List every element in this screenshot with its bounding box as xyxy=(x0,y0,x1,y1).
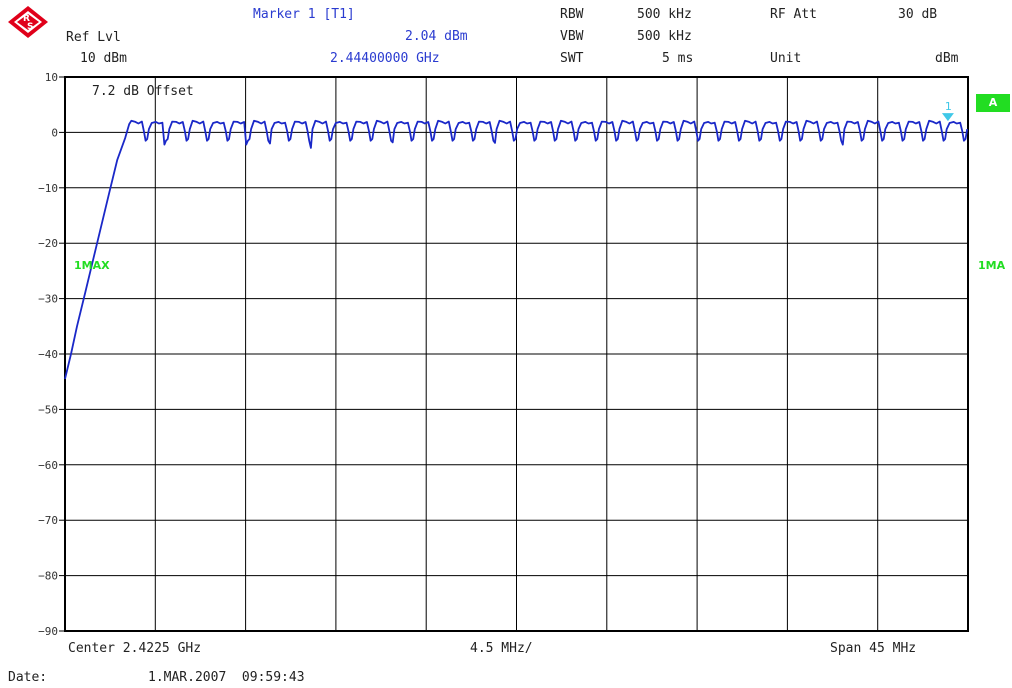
center-frequency: Center 2.4225 GHz xyxy=(68,641,202,656)
y-tick-labels: 10 0 −10 −20 −30 −40 −50 −60 −70 −80 −90 xyxy=(38,71,65,638)
ref-level-label: Ref Lvl xyxy=(66,30,121,45)
trace-label-right: 1MA xyxy=(978,259,1006,272)
y-tick-label: −10 xyxy=(38,182,58,195)
span-value: Span 45 MHz xyxy=(830,641,917,656)
marker-1-triangle xyxy=(941,113,954,122)
plot-grid xyxy=(64,76,969,632)
rbw-value: 500 kHz xyxy=(637,7,692,22)
swt-value: 5 ms xyxy=(662,51,694,66)
trace-1-max xyxy=(64,119,969,380)
ref-level-value: 10 dBm xyxy=(80,51,127,66)
marker-1-indicator: 1 xyxy=(941,100,954,122)
svg-text:S: S xyxy=(27,22,33,32)
offset-label: 7.2 dB Offset xyxy=(92,84,194,99)
unit-label: Unit xyxy=(770,51,802,66)
marker-level: 2.04 dBm xyxy=(405,29,468,44)
svg-text:R: R xyxy=(23,14,30,24)
marker-frequency: 2.44400000 GHz xyxy=(330,51,440,66)
y-tick-label: −20 xyxy=(38,237,58,250)
y-tick-label: −80 xyxy=(38,570,58,583)
date-value: 1.MAR.2007 09:59:43 xyxy=(148,670,305,685)
y-tick-label: 10 xyxy=(45,71,58,84)
unit-value: dBm xyxy=(935,51,959,66)
date-label: Date: xyxy=(8,670,48,685)
screen-a-badge: A xyxy=(976,94,1010,112)
y-tick-label: 0 xyxy=(51,126,58,139)
rbw-label: RBW xyxy=(560,7,584,22)
y-tick-label: −40 xyxy=(38,348,58,361)
rf-att-label: RF Att xyxy=(770,7,817,22)
y-tick-label: −30 xyxy=(38,293,58,306)
y-tick-label: −90 xyxy=(38,625,58,638)
marker-1-number: 1 xyxy=(945,100,952,113)
vbw-label: VBW xyxy=(560,29,584,44)
y-tick-label: −50 xyxy=(38,403,58,416)
marker-label: Marker 1 [T1] xyxy=(253,7,355,22)
division-size: 4.5 MHz/ xyxy=(470,641,533,656)
trace-label-left: 1MAX xyxy=(74,259,110,272)
y-tick-label: −60 xyxy=(38,459,58,472)
rohde-schwarz-logo: R S xyxy=(8,6,48,38)
swt-label: SWT xyxy=(560,51,584,66)
vbw-value: 500 kHz xyxy=(637,29,692,44)
rf-att-value: 30 dB xyxy=(898,7,938,22)
y-tick-label: −70 xyxy=(38,514,58,527)
